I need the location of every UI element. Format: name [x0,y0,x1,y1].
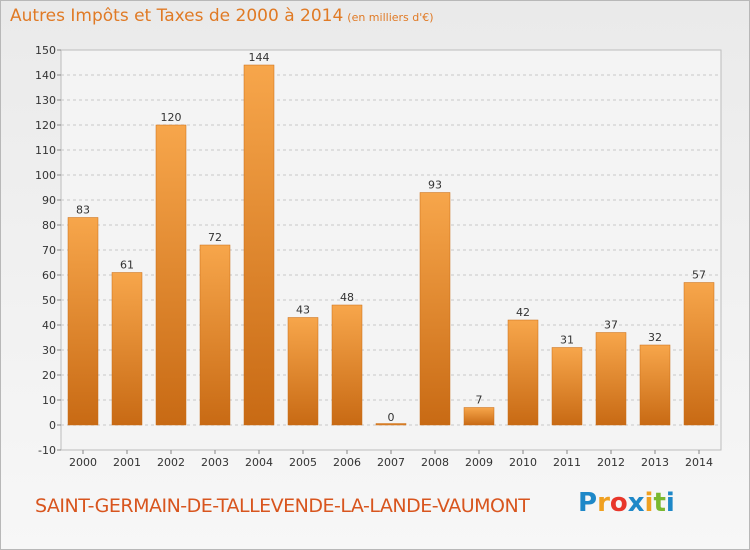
brand-letter: t [653,488,666,518]
bar [331,304,363,426]
bar [287,317,319,426]
x-tick-label: 2011 [553,456,581,469]
data-label: 83 [76,204,90,217]
y-tick-label: 140 [35,69,56,82]
chart-unit: (en milliers d'€) [347,11,434,24]
commune-name: SAINT-GERMAIN-DE-TALLEVENDE-LA-LANDE-VAU… [35,495,530,517]
data-label: 93 [428,179,442,192]
data-label: 43 [296,304,310,317]
brand-letter: i [665,488,675,518]
y-tick-label: 110 [35,144,56,157]
x-tick-label: 2000 [69,456,97,469]
x-tick-label: 2007 [377,456,405,469]
y-tick-label: 50 [42,294,56,307]
data-label: 61 [120,259,134,272]
x-tick-label: 2010 [509,456,537,469]
bar [375,423,407,426]
bar [639,344,671,426]
bar [683,282,715,426]
y-tick-label: 120 [35,119,56,132]
bar [507,319,539,426]
x-tick-label: 2008 [421,456,449,469]
brand-letter: P [578,488,598,518]
y-tick-label: 30 [42,344,56,357]
x-tick-label: 2014 [685,456,713,469]
y-tick-label: 40 [42,319,56,332]
bar [595,332,627,426]
y-tick-label: 70 [42,244,56,257]
data-label: 57 [692,269,706,282]
y-tick-label: 100 [35,169,56,182]
bar [67,217,99,426]
y-tick-label: 60 [42,269,56,282]
x-tick-label: 2009 [465,456,493,469]
brand-letter: r [597,488,610,518]
bar [199,244,231,426]
brand-letter: o [609,488,628,518]
bar [551,347,583,426]
data-label: 7 [476,394,483,407]
x-tick-label: 2006 [333,456,361,469]
data-label: 144 [249,51,270,64]
bar [111,272,143,426]
bar [419,192,451,426]
x-tick-label: 2012 [597,456,625,469]
data-label: 37 [604,319,618,332]
x-tick-label: 2003 [201,456,229,469]
brand-logo: Proxiti [578,488,675,518]
y-tick-label: 80 [42,219,56,232]
x-tick-label: 2013 [641,456,669,469]
data-label: 72 [208,231,222,244]
bar [155,124,187,426]
y-tick-label: 20 [42,369,56,382]
data-label: 120 [161,111,182,124]
x-tick-label: 2005 [289,456,317,469]
x-tick-label: 2002 [157,456,185,469]
data-label: 32 [648,331,662,344]
x-tick-label: 2001 [113,456,141,469]
brand-letter: x [627,488,645,518]
chart-title-text: Autres Impôts et Taxes de 2000 à 2014 [10,6,344,26]
y-tick-label: 130 [35,94,56,107]
x-tick-label: 2004 [245,456,273,469]
y-tick-label: 0 [49,419,56,432]
y-tick-label: 10 [42,394,56,407]
data-label: 31 [560,334,574,347]
data-label: 48 [340,291,354,304]
data-label: 42 [516,306,530,319]
y-tick-label: -10 [38,444,56,457]
bar [243,64,275,426]
chart-title: Autres Impôts et Taxes de 2000 à 2014 (en… [10,6,434,26]
bar [463,407,495,426]
y-tick-label: 90 [42,194,56,207]
y-tick-label: 150 [35,44,56,57]
brand-letter: i [644,488,654,518]
data-label: 0 [388,411,395,424]
